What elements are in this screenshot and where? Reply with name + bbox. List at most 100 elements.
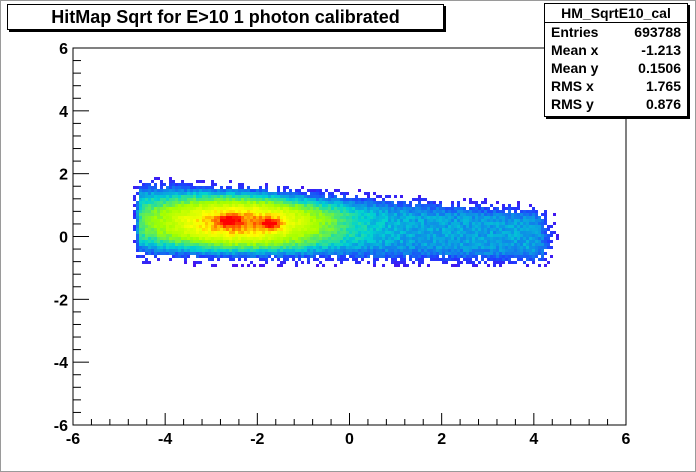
heatmap-cell [424,204,427,207]
heatmap-cell [253,237,256,240]
heatmap-cell [142,243,145,246]
heatmap-cell [391,252,394,255]
heatmap-cell [343,201,346,204]
heatmap-cell [535,225,538,228]
heatmap-cell [541,213,544,216]
heatmap-cell [196,255,199,258]
heatmap-cell [403,252,406,255]
heatmap-cell [514,207,517,210]
heatmap-cell [361,249,364,252]
heatmap-cell [496,249,499,252]
heatmap-cell [523,225,526,228]
heatmap-cell [382,249,385,252]
heatmap-cell [436,249,439,252]
heatmap-cell [532,222,535,225]
heatmap-cell [157,192,160,195]
heatmap-cell [496,255,499,258]
heatmap-cell [472,246,475,249]
heatmap-cell [505,249,508,252]
heatmap-cell [517,213,520,216]
heatmap-cell [334,228,337,231]
heatmap-cell [352,207,355,210]
heatmap-cell [178,210,181,213]
heatmap-cell [190,240,193,243]
heatmap-cell [199,180,202,183]
heatmap-cell [136,213,139,216]
heatmap-cell [442,261,445,264]
heatmap-cell [298,249,301,252]
heatmap-cell [304,216,307,219]
heatmap-cell [238,243,241,246]
heatmap-cell [493,261,496,264]
heatmap-cell [331,195,334,198]
heatmap-cell [418,252,421,255]
heatmap-cell [406,222,409,225]
heatmap-cell [202,228,205,231]
heatmap-cell [301,249,304,252]
heatmap-cell [433,249,436,252]
heatmap-cell [346,252,349,255]
heatmap-cell [343,210,346,213]
heatmap-cell [532,240,535,243]
heatmap-cell [364,219,367,222]
heatmap-cell [376,201,379,204]
heatmap-cell [172,237,175,240]
heatmap-cell [307,198,310,201]
heatmap-cell [424,225,427,228]
heatmap-cell [430,237,433,240]
heatmap-cell [538,252,541,255]
heatmap-cell [535,234,538,237]
heatmap-cell [253,219,256,222]
heatmap-cell [175,228,178,231]
heatmap-cell [175,210,178,213]
heatmap-cell [205,255,208,258]
heatmap-cell [280,237,283,240]
heatmap-cell [451,258,454,261]
heatmap-cell [253,189,256,192]
heatmap-cell [337,189,340,192]
heatmap-cell [343,237,346,240]
heatmap-cell [154,207,157,210]
heatmap-cell [427,219,430,222]
heatmap-cell [334,252,337,255]
y-tick-label: 0 [59,230,68,247]
heatmap-cell [175,192,178,195]
heatmap-cell [463,228,466,231]
heatmap-cell [373,210,376,213]
heatmap-cell [178,201,181,204]
heatmap-cell [496,252,499,255]
heatmap-cell [310,198,313,201]
heatmap-cell [412,231,415,234]
heatmap-cell [556,237,559,240]
heatmap-cell [433,210,436,213]
heatmap-cell [136,240,139,243]
heatmap-cell [241,234,244,237]
heatmap-cell [373,261,376,264]
heatmap-cell [370,198,373,201]
heatmap-cell [358,225,361,228]
heatmap-cell [250,243,253,246]
heatmap-cell [211,249,214,252]
heatmap-cell [154,249,157,252]
heatmap-cell [508,234,511,237]
heatmap-cell [355,252,358,255]
heatmap-cell [301,243,304,246]
heatmap-cell [247,264,250,267]
heatmap-cell [256,243,259,246]
heatmap-cell [133,195,136,198]
heatmap-cell [340,225,343,228]
heatmap-cell [307,222,310,225]
heatmap-cell [343,216,346,219]
heatmap-cell [415,249,418,252]
heatmap-cell [352,231,355,234]
heatmap-cell [481,222,484,225]
heatmap-cell [214,225,217,228]
heatmap-cell [163,183,166,186]
heatmap-cell [364,222,367,225]
heatmap-cell [163,216,166,219]
heatmap-cell [250,237,253,240]
heatmap-cell [406,207,409,210]
heatmap-cell [226,192,229,195]
heatmap-cell [301,240,304,243]
heatmap-cell [325,258,328,261]
